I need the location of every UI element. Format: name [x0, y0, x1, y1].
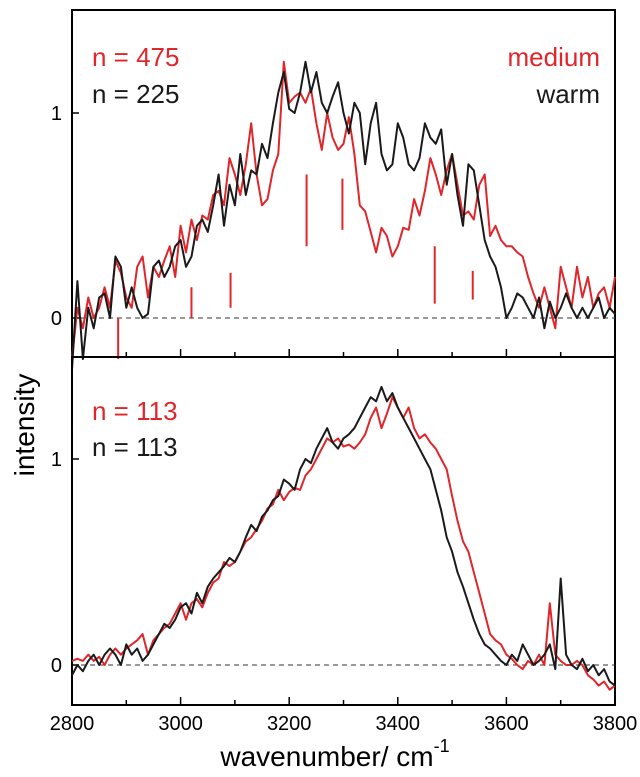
bottom-ytick-label-0: 0 — [51, 655, 62, 677]
legend-warm: warm — [535, 79, 600, 109]
top-n-red-label: n = 475 — [92, 42, 179, 72]
xtick-label-3: 3400 — [376, 713, 421, 735]
xtick-label-1: 3000 — [158, 713, 203, 735]
top-series-warm — [71, 60, 616, 370]
top-series-medium — [71, 60, 616, 360]
top-ytick-label-0: 0 — [51, 308, 62, 330]
xtick-label-4: 3600 — [484, 713, 529, 735]
top-ytick-label-1: 1 — [51, 103, 62, 125]
bottom-n-red-label: n = 113 — [92, 396, 178, 426]
xtick-label-5: 3800 — [593, 713, 638, 735]
x-axis-label-text: wavenumber/ cm — [219, 741, 433, 772]
bottom-n-black-label: n = 113 — [92, 432, 178, 462]
bottom-ytick-label-1: 1 — [51, 449, 62, 471]
bottom-series-warm — [71, 385, 616, 687]
y-axis-label: intensity — [9, 374, 40, 477]
xtick-label-0: 2800 — [50, 713, 95, 735]
top-n-black-label: n = 225 — [92, 79, 179, 109]
x-axis-label-superscript: -1 — [434, 736, 450, 756]
xtick-label-2: 3200 — [267, 713, 312, 735]
chart-layer: 0 1 0 1 2800 3000 3200 3400 3600 3800 — [50, 9, 638, 735]
bottom-series-medium — [71, 396, 616, 691]
x-axis-label: wavenumber/ cm-1 — [219, 736, 449, 772]
legend-medium: medium — [508, 42, 600, 72]
